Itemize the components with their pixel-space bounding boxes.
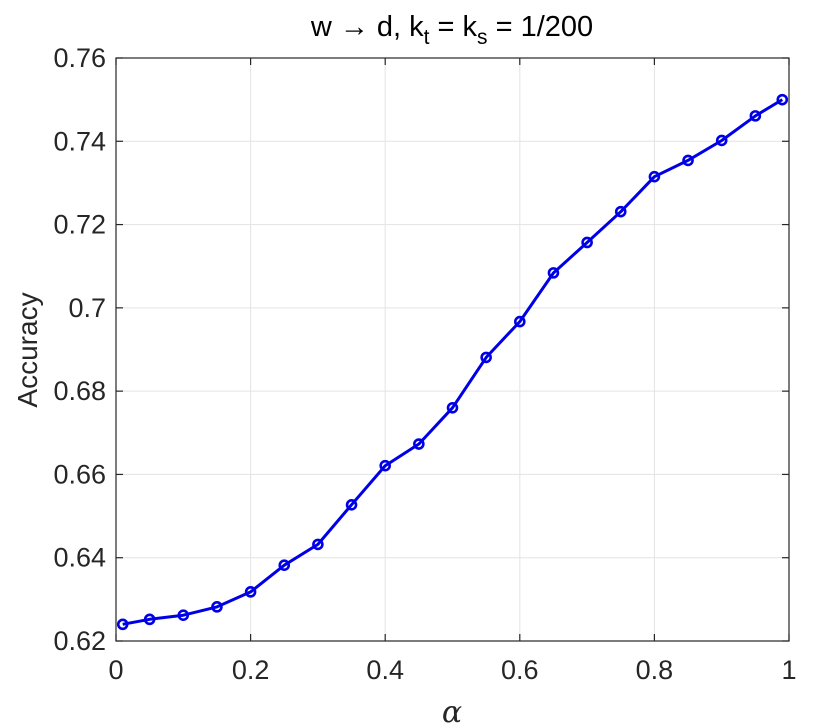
chart-title: w → d, kt = ks = 1/200	[310, 11, 593, 49]
data-point-marker	[446, 401, 459, 414]
title-subscript-s: s	[477, 26, 488, 49]
x-tick-labels: 0 0.2 0.4 0.6 0.8 1	[108, 655, 796, 685]
data-point-marker	[116, 618, 129, 631]
x-tick-label: 1	[781, 655, 796, 685]
y-axis-label: Accuracy	[12, 292, 43, 407]
y-tick-label: 0.74	[53, 126, 106, 156]
data-point-marker	[480, 351, 492, 364]
y-tick-label: 0.68	[53, 376, 106, 406]
data-point-marker	[379, 459, 392, 472]
data-point-marker	[312, 538, 324, 551]
data-point-marker	[177, 609, 190, 621]
y-tick-label: 0.72	[53, 210, 106, 240]
x-axis-label: α	[442, 695, 462, 728]
data-point-marker	[581, 236, 593, 249]
data-point-marker	[648, 170, 661, 183]
x-tick-label: 0	[108, 655, 123, 685]
data-point-marker	[513, 315, 526, 328]
data-point-marker	[244, 586, 257, 598]
y-tick-label: 0.76	[53, 43, 106, 73]
data-point-marker	[776, 93, 789, 106]
plot-frame	[115, 57, 790, 642]
data-point-marker	[345, 499, 358, 511]
x-tick-label: 0.2	[232, 655, 270, 685]
y-tick-label: 0.66	[53, 459, 106, 489]
title-prefix: w → d, k	[310, 11, 424, 43]
y-tick-label: 0.7	[68, 293, 106, 323]
data-point-marker	[211, 601, 223, 613]
data-point-marker	[547, 267, 560, 279]
plot-area	[116, 58, 789, 641]
data-point-marker	[614, 205, 627, 218]
data-point-marker	[143, 613, 156, 626]
accuracy-series-markers	[116, 93, 789, 631]
y-tick-label: 0.64	[53, 543, 106, 573]
x-tick-label: 0.6	[501, 655, 539, 685]
data-point-marker	[715, 134, 728, 147]
y-tick-label: 0.62	[53, 626, 106, 656]
title-subscript-t: t	[424, 26, 430, 49]
axis-ticks	[115, 57, 790, 642]
title-middle: = k	[429, 11, 477, 43]
x-tick-label: 0.4	[366, 655, 404, 685]
data-point-marker	[413, 438, 425, 450]
data-point-marker	[682, 154, 694, 167]
accuracy-series-line	[122, 98, 784, 626]
title-suffix: = 1/200	[488, 11, 594, 43]
data-point-marker	[278, 559, 291, 572]
x-tick-label: 0.8	[636, 655, 674, 685]
data-point-marker	[749, 110, 762, 122]
y-tick-labels: 0.62 0.64 0.66 0.68 0.7 0.72 0.74 0.76	[53, 43, 106, 656]
